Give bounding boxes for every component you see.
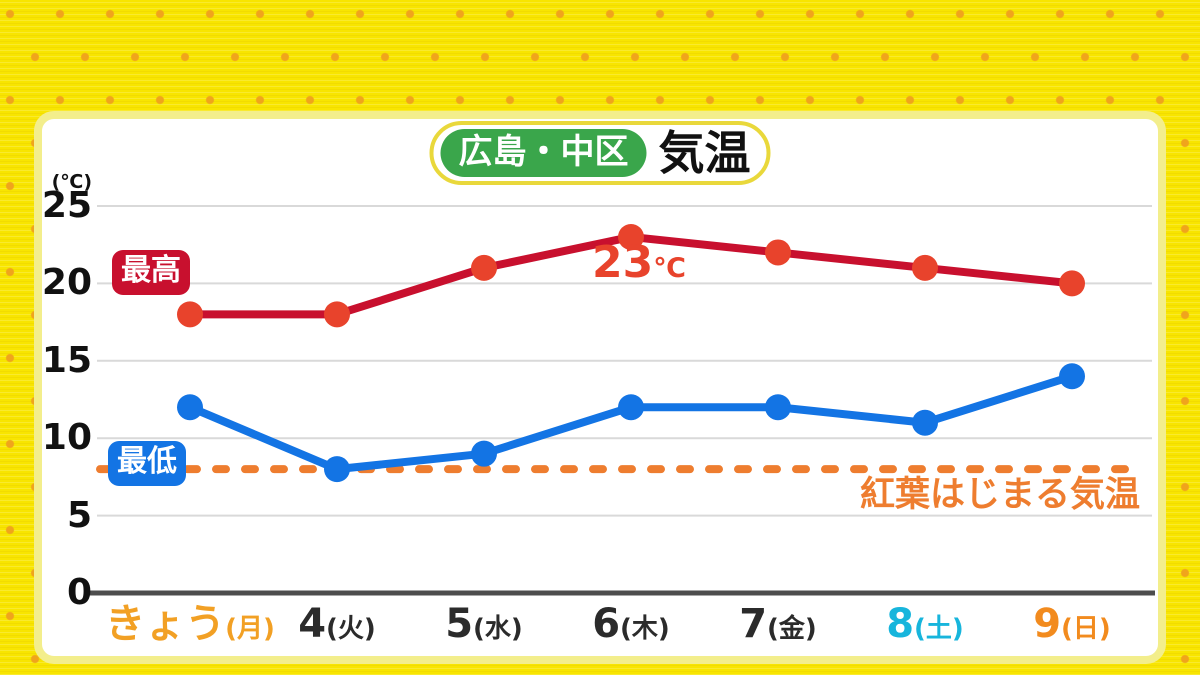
x-axis-label-0: きょう(月) <box>95 600 285 653</box>
max-temp-badge: 最高 <box>112 250 190 295</box>
x-axis-label-1: 4(火) <box>242 600 432 653</box>
x-label-day: 8 <box>886 601 915 647</box>
y-axis-tick-20: 20 <box>41 262 92 304</box>
min-temp-badge: 最低 <box>108 441 186 486</box>
y-axis-tick-15: 15 <box>41 339 92 381</box>
x-axis-label-4: 7(金) <box>683 600 873 653</box>
x-label-day: 4 <box>298 601 327 647</box>
y-axis-tick-5: 5 <box>66 494 92 536</box>
x-label-day: 7 <box>739 601 768 647</box>
x-label-weekday: (水) <box>473 614 523 644</box>
title-text: 気温 <box>658 126 751 180</box>
x-label-weekday: (月) <box>225 614 275 644</box>
y-axis-tick-10: 10 <box>41 417 92 459</box>
reference-line-label: 紅葉はじまる気温 <box>859 475 1140 515</box>
x-label-day: 5 <box>445 601 474 647</box>
x-axis-label-3: 6(木) <box>536 600 726 653</box>
peak-annotation-unit: ℃ <box>653 253 686 284</box>
peak-annotation-value: 23 <box>592 237 654 288</box>
x-label-weekday: (木) <box>620 614 670 644</box>
x-label-day: 6 <box>592 601 621 647</box>
x-label-weekday: (日) <box>1061 614 1111 644</box>
x-axis-label-5: 8(土) <box>830 600 1020 653</box>
x-label-weekday: (火) <box>326 614 376 644</box>
x-label-day: きょう <box>105 601 226 647</box>
x-label-weekday: (金) <box>767 614 817 644</box>
x-axis-label-6: 9(日) <box>977 600 1167 653</box>
x-label-day: 9 <box>1033 601 1062 647</box>
chart-card <box>34 111 1166 664</box>
y-axis-tick-25: 25 <box>41 185 92 226</box>
x-label-weekday: (土) <box>914 614 964 644</box>
x-axis-label-2: 5(水) <box>389 600 579 653</box>
peak-annotation: 23℃ <box>592 239 686 293</box>
y-axis-unit-label: (℃) <box>51 171 92 193</box>
location-badge: 広島・中区 <box>440 129 647 177</box>
y-axis-tick-0: 0 <box>66 572 92 613</box>
chart-title: 広島・中区 気温 <box>429 121 771 185</box>
